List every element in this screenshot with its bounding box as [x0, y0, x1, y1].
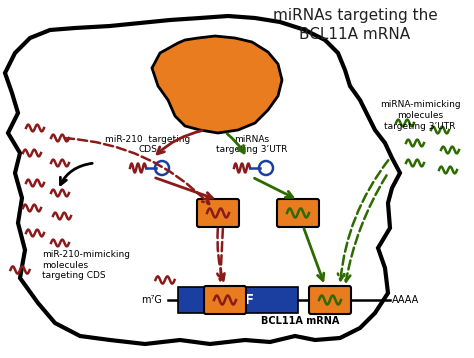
FancyBboxPatch shape — [197, 199, 239, 227]
Text: miR-210-mimicking
molecules
targeting CDS: miR-210-mimicking molecules targeting CD… — [42, 250, 130, 281]
Text: miRNAs targeting the
BCL11A mRNA: miRNAs targeting the BCL11A mRNA — [273, 8, 438, 42]
Text: miRNAs
targeting 3’UTR: miRNAs targeting 3’UTR — [216, 135, 288, 154]
Text: AAAA: AAAA — [392, 295, 419, 305]
FancyBboxPatch shape — [277, 199, 319, 227]
Text: miR-210  targeting
CDS: miR-210 targeting CDS — [105, 135, 191, 154]
Polygon shape — [5, 16, 400, 344]
Polygon shape — [152, 36, 282, 133]
FancyBboxPatch shape — [309, 286, 351, 314]
Text: miRNA-mimicking
molecules
targeting 3’UTR: miRNA-mimicking molecules targeting 3’UT… — [380, 100, 460, 131]
Text: BCL11A mRNA: BCL11A mRNA — [261, 316, 339, 326]
Text: m⁷G: m⁷G — [141, 295, 162, 305]
FancyBboxPatch shape — [178, 287, 298, 313]
FancyBboxPatch shape — [204, 286, 246, 314]
Text: ORF: ORF — [222, 293, 254, 307]
